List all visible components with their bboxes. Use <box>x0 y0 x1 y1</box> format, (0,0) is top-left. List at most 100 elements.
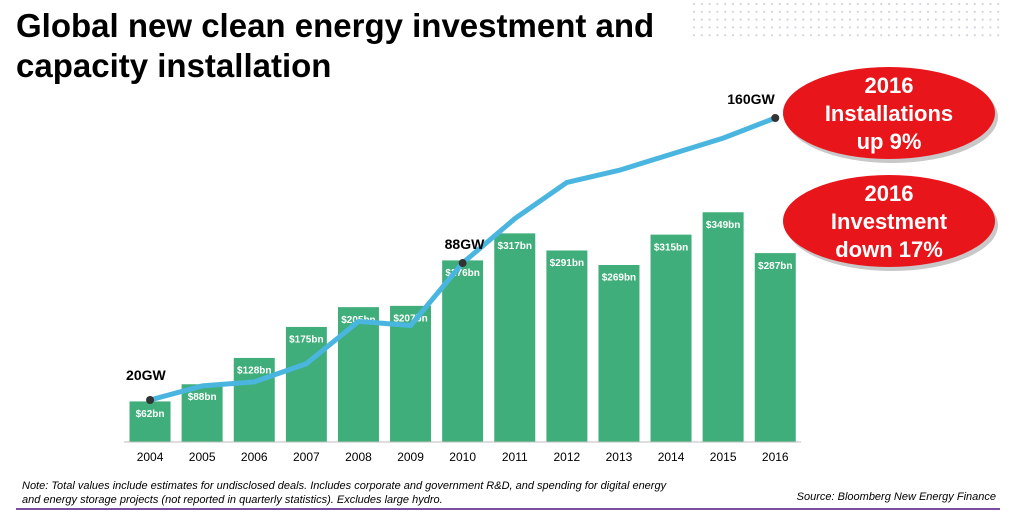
capacity-marker <box>458 259 467 268</box>
grid-dot <box>872 2 875 6</box>
grid-dot <box>755 26 758 29</box>
grid-dot <box>833 26 836 29</box>
grid-dot <box>747 34 750 37</box>
grid-dot <box>880 18 883 21</box>
grid-dot <box>825 26 828 29</box>
grid-dot <box>895 26 898 29</box>
grid-dot <box>958 18 961 21</box>
bar-value-label: $269bn <box>602 273 636 284</box>
grid-dot <box>950 18 953 21</box>
chart: $62bn$88bn$128bn$175bn$205bn $207bn$276bn… <box>124 67 998 464</box>
bar-2015 <box>702 211 745 443</box>
grid-dot <box>825 34 828 37</box>
decorative-dot-grid <box>692 2 1000 37</box>
grid-dot <box>958 34 961 37</box>
grid-dot <box>802 26 805 29</box>
grid-dot <box>919 2 922 6</box>
capacity-line-layer: 20GW 88GW 160GW <box>126 91 780 404</box>
grid-dot <box>817 10 820 13</box>
grid-dot <box>825 2 828 6</box>
bar-value-label: $317bn <box>498 241 532 252</box>
grid-dot <box>864 34 867 37</box>
grid-dot <box>887 2 891 6</box>
grid-dot <box>942 18 945 21</box>
grid-dot <box>981 10 984 13</box>
grid-dot <box>747 10 750 13</box>
grid-dot <box>692 10 696 13</box>
chart-title: Global new clean energy investment and c… <box>16 7 655 84</box>
grid-dot <box>833 10 836 13</box>
grid-dot <box>778 2 781 6</box>
grid-dot <box>958 10 961 13</box>
bar-2007 <box>285 326 328 443</box>
grid-dot <box>825 18 828 21</box>
grid-dot <box>989 10 992 13</box>
grid-dot <box>887 10 891 13</box>
grid-dot <box>833 2 836 6</box>
grid-dot <box>833 34 836 37</box>
grid-dot <box>911 2 914 6</box>
grid-dot <box>880 10 883 13</box>
grid-dot <box>708 2 711 6</box>
grid-dot <box>770 34 774 37</box>
grid-dot <box>809 34 813 37</box>
grid-dot <box>841 2 844 6</box>
grid-dot <box>708 34 711 37</box>
grid-dot <box>989 2 992 6</box>
grid-dot <box>786 34 789 37</box>
grid-dot <box>934 2 937 6</box>
grid-dot <box>942 26 945 29</box>
grid-dot <box>692 2 696 6</box>
bar-value-label: $287bn <box>758 261 792 272</box>
grid-dot <box>794 26 797 29</box>
capacity-label: 160GW <box>727 91 775 107</box>
callout-bubble <box>783 175 995 267</box>
x-tick-label: 2012 <box>553 450 580 464</box>
grid-dot <box>724 34 727 37</box>
grid-dot <box>981 26 984 29</box>
source-credit: Source: Bloomberg New Energy Finance <box>796 491 996 503</box>
callouts-layer: 2016 Installations up 9% 2016 Investment down… <box>783 67 998 271</box>
grid-dot <box>872 18 875 21</box>
grid-dot <box>973 26 976 29</box>
grid-dot <box>708 26 711 29</box>
grid-dot <box>903 26 906 29</box>
grid-dot <box>794 2 797 6</box>
grid-dot <box>763 2 766 6</box>
grid-dot <box>731 18 735 21</box>
grid-dot <box>825 10 828 13</box>
grid-dot <box>903 10 906 13</box>
grid-dot <box>973 34 976 37</box>
grid-dot <box>700 26 703 29</box>
grid-dot <box>872 26 875 29</box>
callout-installations: 2016 Installations up 9% <box>783 67 998 163</box>
capacity-marker <box>771 114 780 122</box>
grid-dot <box>817 18 820 21</box>
grid-dot <box>864 18 867 21</box>
grid-dot <box>747 2 750 6</box>
x-tick-label: 2007 <box>293 450 320 464</box>
grid-dot <box>911 10 914 13</box>
grid-dot <box>919 26 922 29</box>
grid-dot <box>755 34 758 37</box>
grid-dot <box>934 34 937 37</box>
bar-2008 <box>337 306 380 443</box>
bar-value-label: $128bn <box>237 366 271 377</box>
footer-divider <box>16 508 1000 510</box>
grid-dot <box>739 10 742 13</box>
grid-dot <box>731 2 735 6</box>
x-tick-label: 2006 <box>241 450 268 464</box>
bar-2012 <box>545 249 588 443</box>
grid-dot <box>755 10 758 13</box>
grid-dot <box>716 2 719 6</box>
grid-dot <box>997 2 1000 6</box>
capacity-marker <box>146 396 155 404</box>
grid-dot <box>841 18 844 21</box>
grid-dot <box>997 10 1000 13</box>
grid-dot <box>872 10 875 13</box>
grid-dot <box>864 26 867 29</box>
grid-dot <box>841 34 844 37</box>
grid-dot <box>794 18 797 21</box>
grid-dot <box>708 10 711 13</box>
grid-dot <box>965 26 969 29</box>
